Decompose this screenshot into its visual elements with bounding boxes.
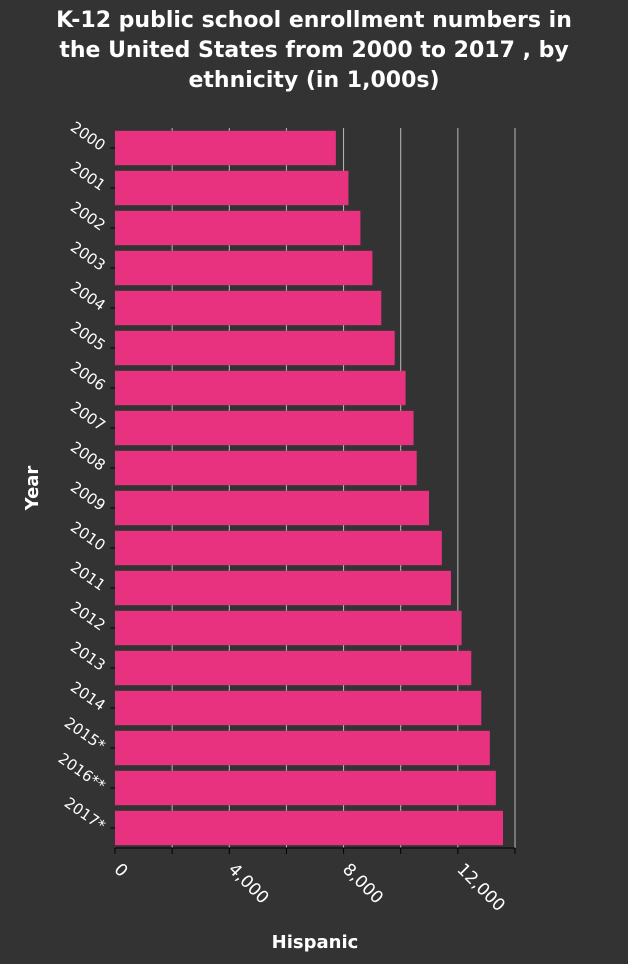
y-tick-label: 2010: [67, 518, 109, 555]
y-tick-label: 2017*: [61, 794, 109, 835]
y-tick-label: 2008: [67, 438, 109, 475]
y-tick-label: 2016**: [55, 749, 109, 795]
bar-2004: [115, 290, 382, 326]
y-tick-label: 2000: [67, 118, 109, 155]
y-tick-label: 2015*: [61, 714, 109, 755]
x-tick-label: 12,000: [453, 860, 509, 916]
plot-area: [115, 128, 515, 848]
bar-2007: [115, 410, 414, 446]
y-axis-label: Year: [22, 466, 43, 512]
bar-2009: [115, 490, 429, 526]
y-tick-label: 2001: [67, 158, 109, 195]
bar-2012: [115, 610, 462, 646]
bar-2014: [115, 690, 482, 726]
y-tick-label: 2011: [67, 558, 109, 595]
bar-2017: [115, 810, 503, 846]
y-tick-label: 2009: [67, 478, 109, 515]
x-axis-label: Hispanic: [272, 932, 359, 953]
y-tick-label: 2014: [67, 678, 109, 715]
x-tick-label: 4,000: [224, 860, 273, 909]
y-tick-label: 2004: [67, 278, 109, 315]
bar-2011: [115, 570, 451, 606]
bar-2003: [115, 250, 373, 286]
chart-title: K-12 public school enrollment numbers in…: [56, 8, 572, 93]
bar-2000: [115, 130, 336, 166]
bar-2013: [115, 650, 472, 686]
bar-2001: [115, 170, 349, 206]
bar-2016: [115, 770, 496, 806]
y-tick-label: 2002: [67, 198, 109, 235]
y-tick-label: 2006: [67, 358, 109, 395]
bar-2010: [115, 530, 442, 566]
y-tick-label: 2013: [67, 638, 109, 675]
y-tick-label: 2005: [67, 318, 109, 355]
y-tick-label: 2007: [67, 398, 109, 435]
bar-2015: [115, 730, 490, 766]
bar-2002: [115, 210, 361, 246]
bar-2008: [115, 450, 417, 486]
bar-2006: [115, 370, 406, 406]
x-tick-label: 8,000: [338, 860, 387, 909]
y-tick-label: 2003: [67, 238, 109, 275]
bar-2005: [115, 330, 395, 366]
x-tick-label: 0: [110, 860, 132, 882]
y-tick-label: 2012: [67, 598, 109, 635]
